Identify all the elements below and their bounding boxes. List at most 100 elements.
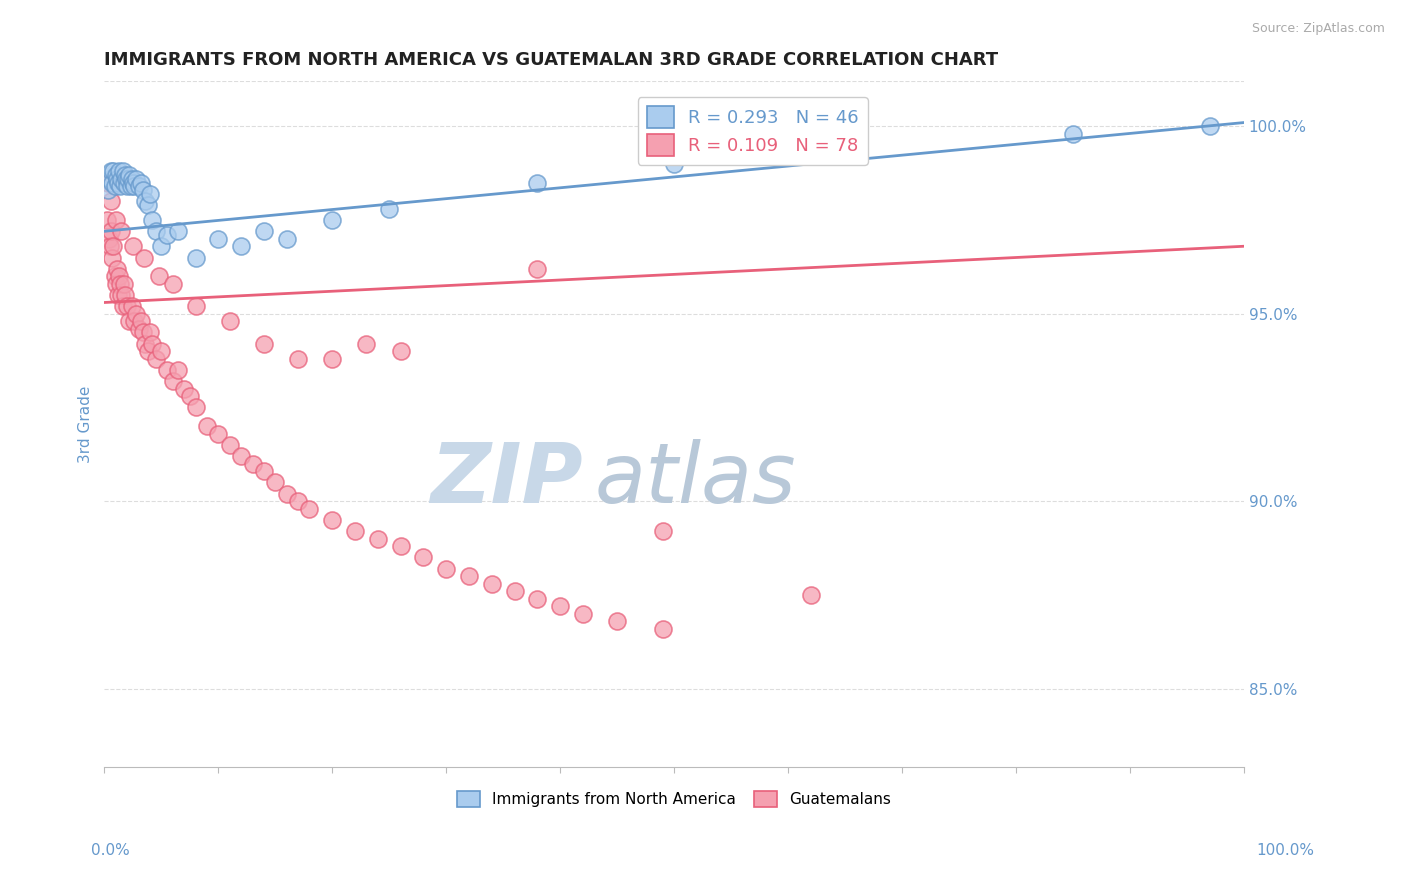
Point <box>321 351 343 366</box>
Point <box>344 524 367 538</box>
Point <box>136 198 159 212</box>
Point <box>150 344 173 359</box>
Point <box>276 486 298 500</box>
Point <box>526 176 548 190</box>
Point <box>150 239 173 253</box>
Point <box>110 224 132 238</box>
Point <box>179 389 201 403</box>
Text: 100.0%: 100.0% <box>1257 843 1315 858</box>
Point <box>298 501 321 516</box>
Y-axis label: 3rd Grade: 3rd Grade <box>79 385 93 463</box>
Point <box>114 288 136 302</box>
Point <box>118 168 141 182</box>
Point <box>110 179 132 194</box>
Point <box>128 179 150 194</box>
Point <box>98 239 121 253</box>
Point <box>162 374 184 388</box>
Point <box>606 614 628 628</box>
Point <box>389 344 412 359</box>
Point <box>100 194 122 209</box>
Point <box>125 307 148 321</box>
Point <box>115 171 138 186</box>
Point <box>651 622 673 636</box>
Point <box>134 336 156 351</box>
Point <box>112 277 135 291</box>
Point <box>121 171 143 186</box>
Point <box>104 168 127 182</box>
Point <box>103 164 125 178</box>
Point <box>97 183 120 197</box>
Point <box>526 261 548 276</box>
Point <box>229 449 252 463</box>
Point <box>129 176 152 190</box>
Point <box>218 438 240 452</box>
Point <box>148 269 170 284</box>
Point <box>662 157 685 171</box>
Point <box>104 277 127 291</box>
Text: ZIP: ZIP <box>430 439 583 520</box>
Point <box>321 513 343 527</box>
Point <box>97 176 120 190</box>
Point <box>105 261 128 276</box>
Point <box>572 607 595 621</box>
Point <box>122 179 145 194</box>
Point <box>287 351 309 366</box>
Point <box>167 363 190 377</box>
Text: IMMIGRANTS FROM NORTH AMERICA VS GUATEMALAN 3RD GRADE CORRELATION CHART: IMMIGRANTS FROM NORTH AMERICA VS GUATEMA… <box>104 51 998 69</box>
Point <box>139 326 162 340</box>
Point <box>184 251 207 265</box>
Point <box>122 314 145 328</box>
Point <box>389 539 412 553</box>
Point <box>156 227 179 242</box>
Text: atlas: atlas <box>595 439 796 520</box>
Point <box>1198 120 1220 134</box>
Point <box>110 277 132 291</box>
Point <box>121 176 143 190</box>
Point <box>207 232 229 246</box>
Point <box>412 550 434 565</box>
Point <box>134 251 156 265</box>
Point <box>253 336 276 351</box>
Point <box>207 426 229 441</box>
Point <box>114 168 136 182</box>
Point <box>139 186 162 201</box>
Point <box>1062 127 1084 141</box>
Point <box>141 213 163 227</box>
Point <box>103 239 125 253</box>
Point <box>101 176 124 190</box>
Point <box>136 344 159 359</box>
Point <box>110 288 132 302</box>
Point <box>107 288 129 302</box>
Point <box>111 299 134 313</box>
Point <box>128 322 150 336</box>
Point <box>184 401 207 415</box>
Point <box>110 171 132 186</box>
Point <box>134 194 156 209</box>
Point <box>287 494 309 508</box>
Point <box>276 232 298 246</box>
Point <box>104 213 127 227</box>
Point <box>156 363 179 377</box>
Point <box>107 176 129 190</box>
Point <box>167 224 190 238</box>
Point <box>100 164 122 178</box>
Point <box>434 561 457 575</box>
Point <box>112 176 135 190</box>
Point <box>121 299 143 313</box>
Point <box>800 588 823 602</box>
Point <box>132 326 155 340</box>
Point <box>115 179 138 194</box>
Point <box>120 179 142 194</box>
Point <box>356 336 378 351</box>
Point <box>115 299 138 313</box>
Point <box>321 213 343 227</box>
Point <box>458 569 481 583</box>
Point <box>105 171 128 186</box>
Point <box>96 213 118 227</box>
Point <box>378 202 401 216</box>
Point <box>242 457 264 471</box>
Point <box>229 239 252 253</box>
Point <box>651 524 673 538</box>
Point <box>481 576 503 591</box>
Point <box>195 419 218 434</box>
